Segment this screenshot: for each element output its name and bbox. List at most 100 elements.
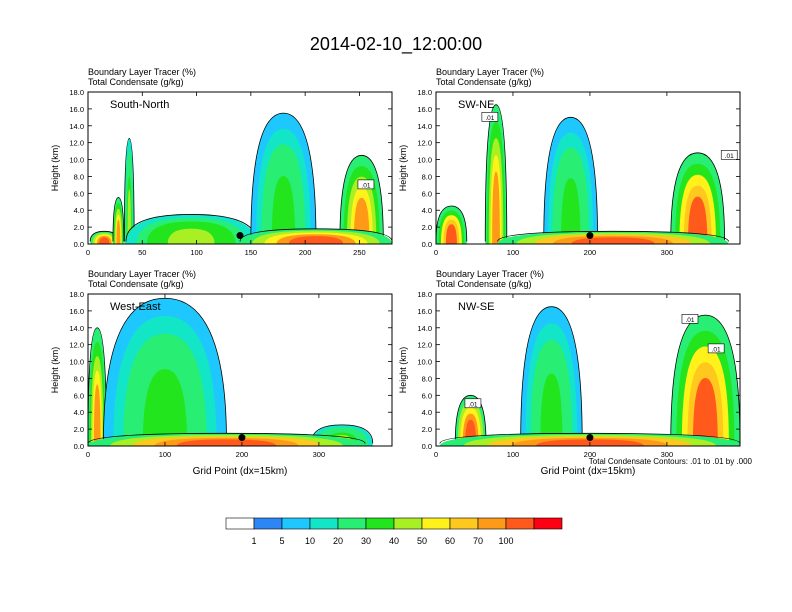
y-tick-label: 2.0: [74, 425, 84, 434]
y-tick-label: 0.0: [74, 442, 84, 451]
y-tick-label: 16.0: [417, 307, 432, 316]
x-tick-label: 200: [584, 450, 597, 459]
contour-label-box: [481, 112, 499, 122]
tracer-field: [89, 112, 392, 244]
y-tick-label: 18.0: [417, 88, 432, 97]
x-axis-label: Grid Point (dx=15km): [541, 466, 636, 477]
condensate-contour: [102, 297, 227, 444]
x-tick-label: 300: [661, 450, 674, 459]
y-tick-label: 18.0: [417, 290, 432, 299]
x-tick-label: 100: [159, 450, 172, 459]
y-tick-label: 0.0: [422, 442, 432, 451]
tracer-shade: [142, 369, 188, 446]
y-tick-label: 10.0: [69, 156, 84, 165]
x-tick-label: 100: [190, 248, 203, 257]
y-tick-label: 18.0: [69, 88, 84, 97]
colorbar-box: [449, 517, 479, 530]
figure-title: 2014-02-10_12:00:00: [310, 34, 482, 55]
x-tick-label: 50: [138, 248, 146, 257]
colorbar-box: [421, 517, 451, 530]
x-tick-label: 300: [661, 248, 674, 257]
panel-title-tracer: Boundary Layer Tracer (%): [436, 67, 544, 77]
tracer-shade: [167, 228, 215, 244]
y-axis-label: Height (km): [398, 145, 408, 192]
x-tick-label: 300: [313, 450, 326, 459]
panel-title-condensate: Total Condensate (g/kg): [436, 279, 532, 289]
colorbar-box: [337, 517, 367, 530]
colorbar-label: 10: [305, 536, 315, 546]
y-tick-label: 4.0: [422, 206, 432, 215]
y-tick-label: 16.0: [69, 105, 84, 114]
y-axis-label: Height (km): [50, 145, 60, 192]
tracer-shade: [288, 236, 344, 244]
colorbar-box: [393, 517, 423, 530]
panel-sw-ne: Boundary Layer Tracer (%)Total Condensat…: [398, 67, 741, 257]
y-tick-label: 8.0: [422, 374, 432, 383]
condensate-contour: [250, 112, 317, 242]
section-label: West-East: [110, 301, 161, 313]
condensate-contour: [520, 306, 583, 444]
y-tick-label: 2.0: [422, 223, 432, 232]
location-marker: [238, 434, 246, 442]
y-tick-label: 0.0: [74, 240, 84, 249]
y-tick-label: 12.0: [417, 341, 432, 350]
panel-title-condensate: Total Condensate (g/kg): [88, 279, 184, 289]
colorbar-label: 30: [361, 536, 371, 546]
colorbar-label: 50: [417, 536, 427, 546]
condensate-contour: [454, 394, 487, 444]
tracer-shade: [271, 175, 296, 244]
panel-west-east: Boundary Layer Tracer (%)Total Condensat…: [50, 269, 393, 477]
plot-frame: [435, 293, 741, 447]
y-tick-label: 14.0: [417, 122, 432, 131]
x-tick-label: 0: [434, 450, 438, 459]
x-tick-label: 0: [434, 248, 438, 257]
condensate-contour: [439, 432, 740, 444]
y-tick-label: 14.0: [69, 324, 84, 333]
contour-label-box: [681, 314, 699, 324]
location-marker: [586, 232, 594, 240]
y-tick-label: 12.0: [69, 139, 84, 148]
colorbar-box: [365, 517, 395, 530]
x-tick-label: 100: [507, 248, 520, 257]
colorbar-box: [477, 517, 507, 530]
x-tick-label: 150: [245, 248, 258, 257]
tracer-field: [436, 104, 729, 244]
y-tick-label: 18.0: [69, 290, 84, 299]
condensate-contour: [497, 230, 729, 242]
colorbar-label: 5: [279, 536, 284, 546]
contour-label-box: [357, 179, 375, 190]
contour-label-box: [707, 343, 725, 354]
plot-frame: [435, 91, 741, 245]
section-label: SW-NE: [458, 99, 494, 111]
y-tick-label: 6.0: [422, 391, 432, 400]
contour-label-box: [464, 398, 482, 409]
condensate-contour: [484, 104, 508, 242]
y-tick-label: 12.0: [69, 341, 84, 350]
panel-title-tracer: Boundary Layer Tracer (%): [88, 269, 196, 279]
tracer-shade: [540, 373, 563, 446]
y-tick-label: 16.0: [417, 105, 432, 114]
x-tick-label: 100: [507, 450, 520, 459]
y-tick-label: 4.0: [74, 206, 84, 215]
plot-frame: [87, 293, 393, 447]
y-tick-label: 6.0: [74, 189, 84, 198]
contour-label: .01: [725, 153, 734, 160]
panel-title-condensate: Total Condensate (g/kg): [88, 77, 184, 87]
condensate-contour: [88, 432, 366, 444]
x-axis-label: Grid Point (dx=15km): [193, 466, 288, 477]
tracer-shade: [116, 219, 121, 244]
section-label: NW-SE: [458, 301, 494, 313]
tracer-field: [88, 297, 374, 446]
y-tick-label: 8.0: [74, 374, 84, 383]
condensate-contour: [670, 314, 740, 444]
contour-label-box: [720, 150, 738, 160]
colorbar-label: 40: [389, 536, 399, 546]
colorbar-label: 20: [333, 536, 343, 546]
panel-title-condensate: Total Condensate (g/kg): [436, 77, 532, 87]
condensate-contour: [436, 205, 468, 242]
condensate-contour: [543, 116, 599, 242]
condensate-contour: [88, 327, 107, 444]
x-tick-label: 200: [584, 248, 597, 257]
tracer-shade: [176, 439, 277, 446]
colorbar-box: [309, 517, 339, 530]
